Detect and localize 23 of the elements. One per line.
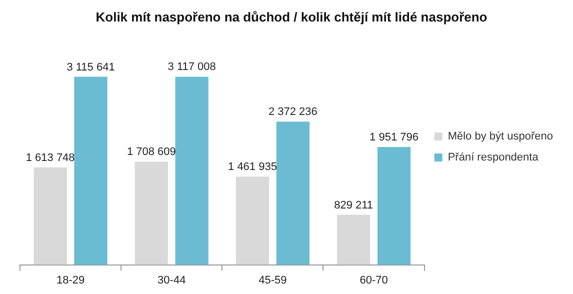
data-label: 1 613 748	[26, 152, 75, 164]
data-label: 1 461 935	[228, 161, 277, 174]
bar	[377, 147, 411, 265]
data-label: 2 372 236	[268, 106, 318, 118]
data-label: 3 117 008	[168, 61, 216, 74]
data-label: 3 115 641	[66, 61, 115, 74]
x-tick-label: 18-29	[56, 274, 85, 286]
x-tick-label: 45-59	[258, 274, 287, 286]
x-tick-label: 60-70	[360, 274, 388, 286]
data-label: 1 951 796	[370, 132, 418, 144]
bar	[276, 122, 310, 265]
bar	[175, 76, 208, 265]
data-label: 829 211	[334, 199, 374, 212]
bar	[34, 167, 67, 265]
legend-label: Přání respondenta	[448, 152, 540, 164]
chart-title: Kolik mít naspořeno na důchod / kolik chtějí mít lidé naspořeno	[96, 9, 488, 24]
bar	[74, 76, 108, 265]
legend-label: Mělo by být uspořeno	[448, 130, 553, 143]
bar	[336, 214, 370, 265]
data-label: 1 708 609	[126, 146, 176, 158]
x-tick-label: 30-44	[158, 274, 186, 286]
bar	[236, 176, 270, 265]
bar	[134, 162, 168, 265]
